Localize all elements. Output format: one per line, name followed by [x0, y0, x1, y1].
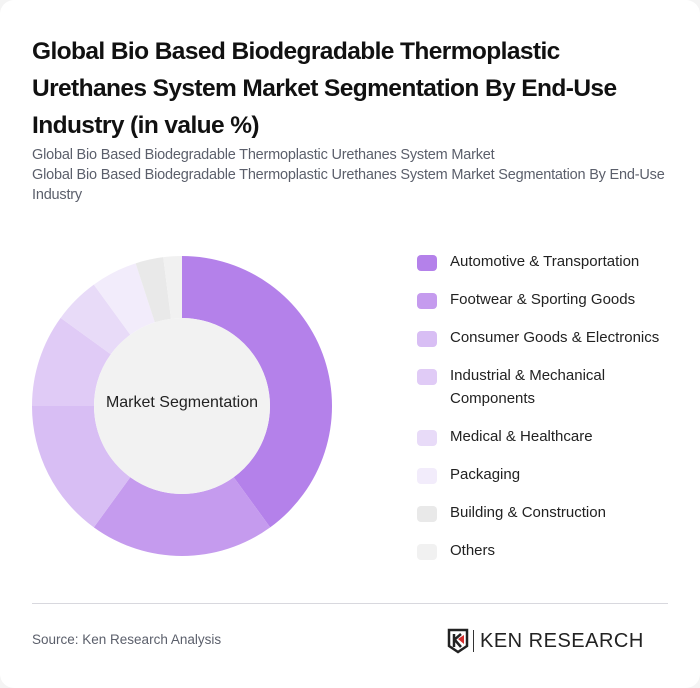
legend-swatch — [417, 506, 437, 522]
donut-segment-others — [163, 256, 182, 319]
legend-item: Consumer Goods & Electronics — [417, 326, 687, 364]
donut-segment-industrial-mechanical-components — [32, 317, 111, 406]
legend-label: Others — [450, 542, 496, 559]
chart-legend: Automotive & Transportation Footwear & Sp… — [417, 250, 687, 577]
donut-segment-building-construction — [135, 257, 171, 323]
source-note: Source: Ken Research Analysis — [32, 632, 222, 647]
legend-swatch — [417, 430, 437, 446]
legend-label: Industrial & Mechanical Components — [450, 367, 606, 407]
donut-hole — [94, 318, 270, 494]
legend-swatch — [417, 293, 437, 309]
legend-item: Industrial & Mechanical Components — [417, 364, 687, 425]
legend-item: Footwear & Sporting Goods — [417, 288, 687, 326]
subtitle-line-1: Global Bio Based Biodegradable Thermopla… — [32, 147, 495, 163]
legend-swatch — [417, 255, 437, 271]
legend-item: Others — [417, 539, 687, 577]
footer-divider — [32, 603, 668, 604]
ken-shield-icon — [447, 628, 469, 654]
ken-research-logo: KEN RESEARCH — [447, 627, 644, 655]
donut-segment-footwear-sporting-goods — [93, 477, 271, 556]
legend-label: Medical & Healthcare — [450, 428, 593, 445]
legend-label: Building & Construction — [450, 504, 606, 521]
donut-segment-medical-healthcare — [60, 284, 131, 355]
donut-center-label: Market Segmentation — [105, 394, 259, 411]
donut-segment-automotive-transportation — [182, 256, 332, 528]
legend-label: Footwear & Sporting Goods — [450, 291, 636, 308]
legend-item: Medical & Healthcare — [417, 425, 687, 463]
legend-item: Automotive & Transportation — [417, 250, 687, 288]
legend-swatch — [417, 331, 437, 347]
donut-segment-consumer-goods-electronics — [32, 406, 131, 528]
legend-swatch — [417, 369, 437, 385]
legend-swatch — [417, 468, 437, 484]
legend-swatch — [417, 544, 437, 560]
chart-title: Global Bio Based Biodegradable Thermopla… — [32, 38, 617, 139]
logo-divider — [473, 630, 474, 652]
legend-label: Packaging — [450, 466, 521, 483]
subtitle-line-2: Global Bio Based Biodegradable Thermopla… — [32, 167, 665, 203]
legend-item: Packaging — [417, 463, 687, 501]
legend-item: Building & Construction — [417, 501, 687, 539]
donut-segment-packaging — [93, 263, 155, 335]
legend-label: Consumer Goods & Electronics — [450, 329, 660, 346]
donut-chart — [32, 256, 332, 556]
legend-label: Automotive & Transportation — [450, 253, 640, 270]
logo-text: KEN RESEARCH — [480, 629, 644, 652]
chart-subtitle: Global Bio Based Biodegradable Thermopla… — [32, 145, 672, 205]
